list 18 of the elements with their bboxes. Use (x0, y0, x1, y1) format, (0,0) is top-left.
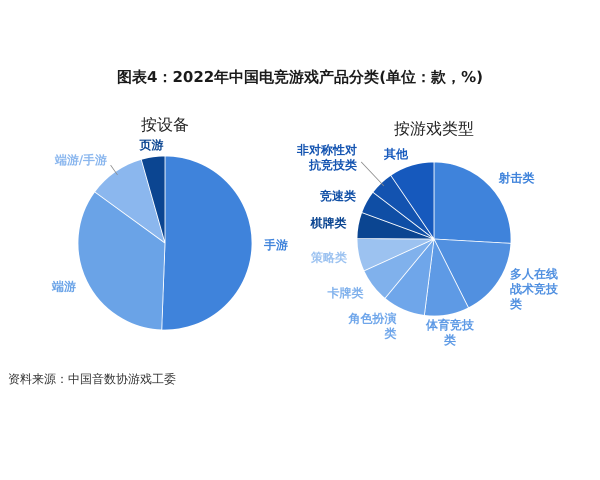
slice-label: 端游 (50, 279, 76, 294)
slice-label: 手游 (262, 238, 288, 252)
slice-label: 角色扮演类 (347, 312, 396, 341)
chart-title: 图表4：2022年中国电竞游戏产品分类(单位：款，%) (117, 68, 483, 86)
slice-label: 端游/手游 (54, 153, 108, 168)
slice-label: 多人在线战术竞技类 (509, 266, 560, 311)
slice-label: 射击类 (498, 170, 535, 185)
slice-label: 卡牌类 (326, 286, 364, 300)
slice-label: 非对称性对抗竞技类 (296, 143, 358, 172)
slice-label: 体育竞技类 (425, 318, 476, 348)
slice-label: 页游 (138, 138, 164, 152)
slice-label: 其他 (382, 146, 409, 161)
text: 资料来源：中国音数协游戏工委 (8, 372, 176, 386)
slice-label: 策略类 (310, 250, 347, 265)
chart-subtitle: 按游戏类型 (394, 118, 474, 138)
chart-subtitle: 按设备 (141, 114, 189, 134)
slice-label: 棋牌类 (309, 216, 346, 230)
slice-label: 竞速类 (319, 189, 356, 204)
